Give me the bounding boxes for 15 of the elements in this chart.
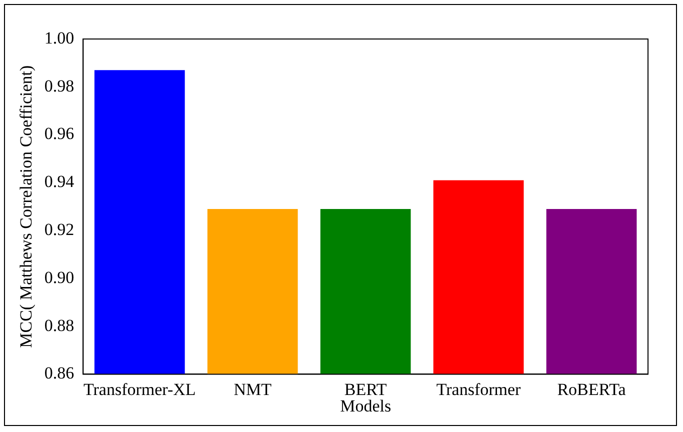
y-tick-label: 1.00 (44, 28, 74, 48)
y-tick-label: 0.98 (44, 76, 74, 96)
y-axis-title: MCC( Matthews Correlation Coefficient) (16, 65, 36, 348)
y-tick-label: 0.94 (44, 172, 75, 192)
y-tick-label: 0.86 (44, 364, 74, 383)
x-axis-title: Models (340, 396, 392, 416)
y-tick-label: 0.90 (44, 268, 74, 287)
y-tick-label: 0.96 (44, 124, 74, 144)
y-tick-label: 0.88 (44, 316, 74, 335)
x-tick-label: Transformer-XL (83, 380, 196, 399)
x-tick-label: Transformer (436, 380, 522, 399)
x-tick-label: BERT (344, 380, 388, 399)
y-tick-label: 0.92 (44, 220, 74, 240)
x-tick-label: NMT (234, 380, 272, 399)
x-tick-label: RoBERTa (557, 380, 626, 399)
